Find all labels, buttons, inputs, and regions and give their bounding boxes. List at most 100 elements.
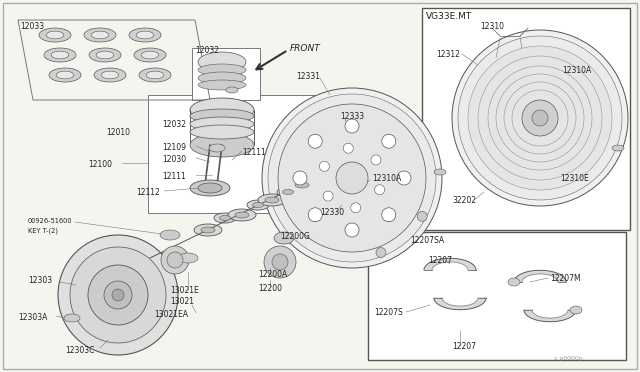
Ellipse shape — [89, 48, 121, 62]
Ellipse shape — [612, 145, 624, 151]
Ellipse shape — [198, 183, 222, 193]
Circle shape — [264, 246, 296, 278]
Circle shape — [371, 155, 381, 165]
Text: 12310A: 12310A — [562, 66, 591, 75]
Ellipse shape — [258, 194, 286, 206]
Circle shape — [382, 208, 396, 222]
Text: VG33E.MT: VG33E.MT — [426, 12, 472, 21]
Text: 12030: 12030 — [162, 155, 186, 164]
Polygon shape — [524, 310, 576, 322]
Ellipse shape — [190, 125, 254, 139]
Ellipse shape — [235, 212, 249, 218]
Ellipse shape — [129, 28, 161, 42]
Ellipse shape — [198, 52, 246, 72]
Circle shape — [345, 119, 359, 133]
Ellipse shape — [190, 117, 254, 131]
Text: 12303C: 12303C — [65, 346, 94, 355]
Ellipse shape — [56, 71, 74, 79]
Circle shape — [112, 289, 124, 301]
Circle shape — [58, 235, 178, 355]
Text: 12207S: 12207S — [374, 308, 403, 317]
Circle shape — [382, 134, 396, 148]
Ellipse shape — [49, 68, 81, 82]
Ellipse shape — [178, 253, 198, 263]
Circle shape — [336, 162, 368, 194]
Text: 12032: 12032 — [162, 120, 186, 129]
Circle shape — [345, 223, 359, 237]
Ellipse shape — [226, 87, 238, 93]
Circle shape — [262, 88, 442, 268]
Text: 12310: 12310 — [480, 22, 504, 31]
Circle shape — [512, 90, 568, 146]
Text: 12303: 12303 — [28, 276, 52, 285]
Ellipse shape — [92, 31, 109, 39]
Ellipse shape — [46, 31, 64, 39]
Polygon shape — [424, 258, 476, 270]
Ellipse shape — [146, 71, 164, 79]
Text: 32202: 32202 — [452, 196, 476, 205]
Ellipse shape — [220, 215, 230, 221]
Circle shape — [458, 36, 622, 200]
Ellipse shape — [190, 98, 254, 122]
Bar — [368, 232, 626, 360]
Ellipse shape — [247, 200, 269, 210]
Ellipse shape — [277, 187, 299, 197]
Text: 12207: 12207 — [452, 342, 476, 351]
Polygon shape — [434, 298, 486, 310]
Circle shape — [104, 281, 132, 309]
Ellipse shape — [201, 227, 215, 233]
Text: s p0000p: s p0000p — [554, 356, 583, 361]
Circle shape — [452, 30, 628, 206]
Circle shape — [323, 191, 333, 201]
Bar — [148, 95, 338, 213]
Ellipse shape — [139, 68, 171, 82]
Ellipse shape — [214, 213, 236, 223]
Text: 12033: 12033 — [20, 22, 44, 31]
Ellipse shape — [198, 64, 246, 76]
Text: 12112: 12112 — [136, 188, 160, 197]
Ellipse shape — [282, 189, 294, 195]
Circle shape — [308, 134, 322, 148]
Ellipse shape — [253, 202, 264, 208]
Circle shape — [70, 247, 166, 343]
Ellipse shape — [64, 314, 80, 322]
Circle shape — [88, 265, 148, 325]
Ellipse shape — [274, 232, 294, 244]
Text: 00926-51600: 00926-51600 — [28, 218, 72, 224]
Ellipse shape — [508, 278, 520, 286]
Circle shape — [278, 104, 426, 252]
Circle shape — [504, 82, 576, 154]
Ellipse shape — [84, 28, 116, 42]
Ellipse shape — [194, 224, 222, 236]
Circle shape — [417, 211, 428, 221]
Text: 12333: 12333 — [340, 112, 364, 121]
Circle shape — [272, 254, 288, 270]
Ellipse shape — [198, 80, 246, 90]
Circle shape — [478, 56, 602, 180]
Text: 12200G: 12200G — [280, 232, 310, 241]
Text: 12303A: 12303A — [18, 313, 47, 322]
Text: 12312: 12312 — [436, 50, 460, 59]
Ellipse shape — [190, 109, 254, 123]
Ellipse shape — [190, 180, 230, 196]
Circle shape — [293, 171, 307, 185]
Ellipse shape — [228, 209, 256, 221]
Text: FRONT: FRONT — [290, 44, 321, 53]
Circle shape — [488, 66, 592, 170]
Polygon shape — [514, 270, 566, 282]
Ellipse shape — [160, 230, 180, 240]
Ellipse shape — [288, 179, 316, 191]
Bar — [192, 48, 260, 100]
Ellipse shape — [51, 51, 69, 59]
Text: KEY T-(2): KEY T-(2) — [28, 228, 58, 234]
Circle shape — [468, 46, 612, 190]
Ellipse shape — [101, 71, 119, 79]
Text: 12032: 12032 — [195, 46, 219, 55]
Text: 13021EA: 13021EA — [154, 310, 188, 319]
Text: 13021: 13021 — [170, 297, 194, 306]
Text: 12111: 12111 — [162, 172, 186, 181]
Circle shape — [376, 247, 386, 257]
Text: 12331: 12331 — [296, 72, 320, 81]
Text: 12207SA: 12207SA — [410, 236, 444, 245]
Ellipse shape — [96, 51, 114, 59]
